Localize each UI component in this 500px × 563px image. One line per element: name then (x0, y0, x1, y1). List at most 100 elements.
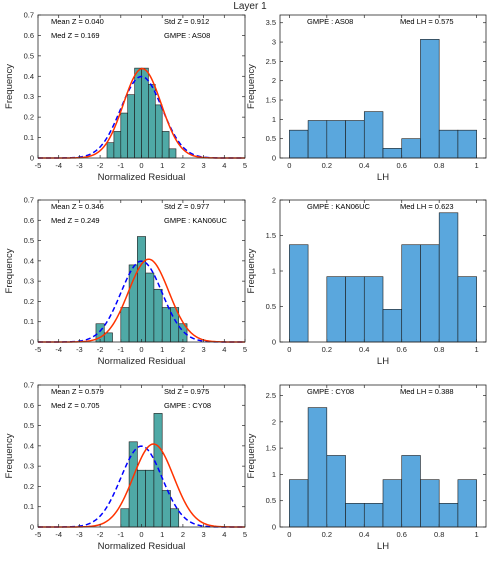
x-tick-label: 1 (475, 161, 479, 170)
x-tick-label: -1 (117, 161, 124, 170)
y-axis-label: Frequency (4, 64, 15, 109)
histogram-bar (457, 129, 477, 159)
histogram-bar (289, 479, 309, 528)
x-axis-label: Normalized Residual (98, 541, 186, 552)
x-tick-label: -3 (76, 161, 83, 170)
chart-panel-4: 0 0.2 0.4 0.6 0.8 1 0 0.5 1 1.5 2 LH Frequency GMPE :… (246, 196, 487, 367)
gmpe-annotation: GMPE : AS08 (307, 17, 353, 26)
x-tick-label: 2 (181, 530, 185, 539)
x-tick-label: 5 (243, 161, 247, 170)
x-tick-label: 1 (160, 161, 164, 170)
histogram-bar (420, 244, 440, 343)
chart-panel-1: -5 -4 -3 -2 -1 0 1 2 3 4 5 0 0.1 0.2 0.3 0.4 0.5 0.6 0.7 No… (4, 11, 247, 184)
x-axis-label: LH (377, 356, 389, 367)
x-tick-label: 2 (181, 345, 185, 354)
histogram-bar (141, 67, 149, 159)
histogram-bar (345, 276, 365, 343)
y-tick-label: 0.7 (24, 196, 34, 205)
y-tick-label: 0 (30, 338, 34, 347)
y-tick-label: 1 (272, 267, 276, 276)
y-tick-label: 0.6 (24, 31, 34, 40)
y-tick-label: 0.1 (24, 317, 34, 326)
x-axis-label: LH (377, 172, 389, 183)
y-tick-label: 0.5 (266, 302, 276, 311)
x-tick-label: 2 (181, 161, 185, 170)
median-lh-annotation: Med LH = 0.575 (400, 17, 454, 26)
x-tick-label: 5 (243, 530, 247, 539)
histogram-bar (326, 276, 346, 343)
y-tick-label: 0 (272, 338, 276, 347)
x-axis-label: Normalized Residual (98, 172, 186, 183)
histogram-bar (106, 142, 115, 159)
mean-z-annotation: Mean Z = 0.346 (51, 202, 104, 211)
x-tick-label: 1 (475, 345, 479, 354)
histogram-bar (161, 307, 171, 343)
x-tick-label: 4 (222, 530, 226, 539)
histogram-bar (289, 129, 309, 159)
histogram-bar (326, 455, 346, 528)
y-tick-label: 1.5 (266, 444, 276, 453)
histogram-bar (137, 236, 146, 343)
std-z-annotation: Std Z = 0.975 (164, 387, 209, 396)
histogram-bar (145, 469, 155, 528)
histogram-bar (420, 39, 440, 159)
y-tick-label: 3.5 (266, 18, 276, 27)
histogram-bar (345, 503, 365, 528)
chart-panel-5: -5 -4 -3 -2 -1 0 1 2 3 4 5 0 0.1 0.2 0.3 0.4 0.5 0.6 0.7 No… (4, 381, 247, 553)
x-tick-label: 0.6 (397, 345, 407, 354)
x-tick-label: -3 (76, 530, 83, 539)
x-tick-label: -2 (97, 345, 104, 354)
y-tick-label: 1.5 (266, 96, 276, 105)
x-tick-label: 0.4 (359, 530, 369, 539)
histogram-bar (438, 212, 459, 343)
x-tick-label: -2 (97, 530, 104, 539)
x-tick-label: -5 (35, 530, 42, 539)
y-tick-label: 0.6 (24, 401, 34, 410)
x-tick-label: 0.8 (434, 161, 444, 170)
x-tick-label: -1 (117, 345, 124, 354)
x-tick-label: 0.6 (397, 161, 407, 170)
histogram-bar (161, 490, 171, 528)
mean-z-annotation: Mean Z = 0.040 (51, 17, 104, 26)
histogram-bar (457, 479, 477, 528)
histogram-bar (161, 131, 170, 159)
histogram-bar (326, 120, 346, 159)
y-tick-label: 0.5 (24, 51, 34, 60)
histogram-bar (120, 307, 130, 343)
x-tick-label: -5 (35, 161, 42, 170)
std-z-annotation: Std Z = 0.912 (164, 17, 209, 26)
histogram-bar (155, 104, 163, 159)
x-tick-label: -5 (35, 345, 42, 354)
x-tick-label: 0.8 (434, 345, 444, 354)
x-tick-label: 0.2 (322, 345, 332, 354)
std-z-annotation: Std Z = 0.977 (164, 202, 209, 211)
histogram-bar (382, 309, 403, 343)
histogram-bar (137, 469, 146, 528)
chart-panel-6: 0 0.2 0.4 0.6 0.8 1 0 0.5 1 1.5 2 2.5 LH Frequency GMP… (246, 384, 487, 552)
x-tick-label: 1 (160, 345, 164, 354)
histogram-bar (153, 413, 163, 528)
gmpe-annotation: GMPE : KAN06UC (307, 202, 371, 211)
histogram-bar (363, 503, 384, 528)
y-tick-label: 0 (30, 523, 34, 532)
histogram-bar (148, 84, 156, 159)
y-tick-label: 0.7 (24, 381, 34, 390)
y-tick-label: 2 (272, 196, 276, 205)
y-tick-label: 0.5 (266, 134, 276, 143)
y-tick-label: 2 (272, 76, 276, 85)
histogram-bar (120, 112, 128, 159)
y-tick-label: 0.4 (24, 256, 34, 265)
x-tick-label: 0 (139, 161, 143, 170)
x-tick-label: 0.2 (322, 161, 332, 170)
figure-title: Layer 1 (233, 1, 267, 12)
histogram-bar (420, 479, 440, 528)
x-tick-label: 0.8 (434, 530, 444, 539)
median-z-annotation: Med Z = 0.249 (51, 216, 100, 225)
histogram-bar (363, 111, 384, 159)
x-tick-label: 0.6 (397, 530, 407, 539)
median-z-annotation: Med Z = 0.169 (51, 31, 100, 40)
x-tick-label: 1 (475, 530, 479, 539)
x-tick-label: -2 (97, 161, 104, 170)
x-tick-label: 0 (139, 530, 143, 539)
